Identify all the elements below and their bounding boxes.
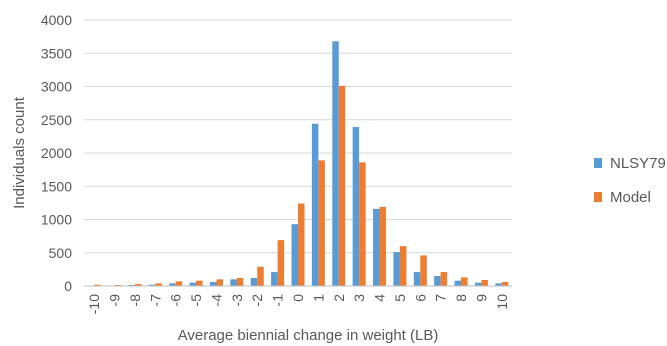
x-tick-label: 1 (310, 294, 326, 302)
bar-nlsy79-0 (291, 224, 298, 286)
gridlines (84, 19, 512, 254)
bar-model--10 (94, 284, 101, 286)
y-tick-label: 4000 (41, 12, 72, 28)
bar-model--4 (216, 279, 223, 286)
bar-model--3 (236, 278, 244, 286)
bars (87, 41, 509, 287)
x-tick-label: -2 (249, 294, 265, 307)
bar-nlsy79-10 (495, 283, 502, 286)
x-tick-label: 7 (433, 294, 449, 302)
y-tick-label: 1000 (41, 212, 72, 228)
x-tick-label: 0 (290, 294, 306, 302)
legend-swatch-nlsy79 (594, 158, 602, 168)
bar-model--1 (277, 240, 285, 286)
bar-model--5 (196, 280, 203, 286)
bar-nlsy79-4 (373, 208, 380, 286)
bar-nlsy79--7 (148, 284, 156, 286)
x-tick-label: 4 (372, 294, 388, 302)
x-tick-label: -1 (270, 294, 286, 307)
bar-nlsy79--1 (271, 272, 278, 286)
legend-label-nlsy79: NLSY79 (610, 155, 666, 172)
y-tick-label: 0 (64, 278, 72, 294)
x-axis-title: Average biennial change in weight (LB) (178, 327, 439, 344)
bar-nlsy79-3 (352, 127, 360, 286)
bar-model-5 (399, 246, 407, 286)
bar-model-0 (298, 203, 305, 286)
bar-model--6 (175, 281, 183, 286)
y-axis-title: Individuals count (11, 96, 28, 209)
bar-nlsy79--2 (250, 278, 258, 286)
bar-model-4 (379, 206, 387, 286)
y-tick-label: 500 (49, 245, 73, 261)
legend: NLSY79 Model (594, 155, 666, 206)
y-tick-label: 1500 (41, 178, 72, 194)
x-tick-label: -9 (107, 294, 123, 307)
x-tick-label: -7 (147, 294, 163, 307)
x-tick-label: 2 (331, 294, 347, 302)
bar-nlsy79--6 (169, 283, 176, 286)
x-tick-label: 9 (473, 294, 489, 302)
bar-model-8 (461, 277, 468, 286)
y-tick-label: 2500 (41, 112, 72, 128)
x-tick-label: -8 (127, 294, 143, 307)
bar-model--2 (257, 266, 264, 286)
bar-model-3 (359, 162, 366, 286)
bar-model-1 (318, 160, 325, 286)
bar-nlsy79-8 (454, 280, 462, 286)
bar-nlsy79-7 (434, 276, 441, 286)
bar-model-2 (338, 85, 346, 287)
x-tick-label: 6 (412, 294, 428, 302)
bar-model--8 (134, 284, 142, 286)
bar-nlsy79-5 (393, 252, 400, 286)
x-tick-label: -3 (229, 294, 245, 307)
y-tick-label: 2000 (41, 145, 72, 161)
x-tick-label: 8 (453, 294, 469, 302)
bar-model-10 (501, 282, 509, 286)
bar-model-9 (481, 280, 488, 286)
x-tick-label: -10 (86, 294, 102, 314)
y-tick-label: 3500 (41, 45, 72, 61)
bar-nlsy79-9 (474, 282, 482, 286)
x-tick-label: -4 (208, 294, 224, 307)
x-tick-label: -6 (168, 294, 184, 307)
x-tick-label: 3 (351, 294, 367, 302)
legend-swatch-model (594, 192, 602, 202)
bar-nlsy79--3 (230, 279, 237, 286)
bar-nlsy79-2 (332, 41, 339, 286)
bar-model--7 (155, 283, 162, 286)
bar-nlsy79-1 (311, 123, 319, 287)
bar-model-7 (440, 272, 448, 286)
bar-nlsy79-6 (413, 272, 421, 286)
bar-nlsy79--5 (189, 282, 197, 286)
y-tick-label: 3000 (41, 79, 72, 95)
x-tick-label: 5 (392, 294, 408, 302)
bar-nlsy79--4 (209, 282, 217, 286)
legend-label-model: Model (610, 189, 651, 206)
x-tick-label: -5 (188, 294, 204, 307)
x-tick-label: 10 (494, 294, 510, 310)
bar-model-6 (420, 255, 427, 286)
